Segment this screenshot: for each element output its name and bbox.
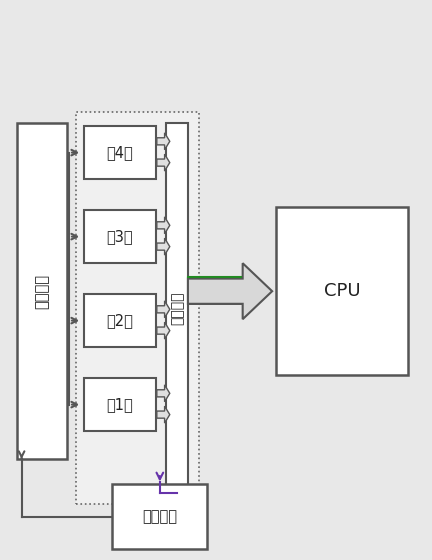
Bar bbox=[84, 294, 156, 347]
Bar bbox=[76, 112, 199, 504]
Text: 第3相: 第3相 bbox=[107, 229, 133, 244]
Polygon shape bbox=[157, 217, 170, 234]
Polygon shape bbox=[157, 238, 170, 255]
Text: 第4相: 第4相 bbox=[107, 145, 133, 160]
Polygon shape bbox=[157, 406, 170, 423]
Text: 控制部分: 控制部分 bbox=[35, 274, 50, 309]
Text: 第1相: 第1相 bbox=[107, 397, 133, 412]
Polygon shape bbox=[157, 154, 170, 171]
Bar bbox=[112, 484, 207, 549]
Bar bbox=[84, 378, 156, 431]
Bar bbox=[276, 207, 408, 375]
Bar bbox=[84, 126, 156, 179]
Text: 供电部分: 供电部分 bbox=[170, 291, 184, 325]
Polygon shape bbox=[157, 133, 170, 150]
Text: 第2相: 第2相 bbox=[106, 313, 133, 328]
Polygon shape bbox=[157, 322, 170, 339]
Bar bbox=[84, 210, 156, 263]
Polygon shape bbox=[157, 385, 170, 402]
Bar bbox=[17, 123, 67, 459]
Polygon shape bbox=[188, 263, 272, 319]
Text: 检测部分: 检测部分 bbox=[142, 509, 178, 524]
Polygon shape bbox=[157, 301, 170, 318]
Bar bbox=[166, 123, 188, 493]
Text: CPU: CPU bbox=[324, 282, 361, 300]
